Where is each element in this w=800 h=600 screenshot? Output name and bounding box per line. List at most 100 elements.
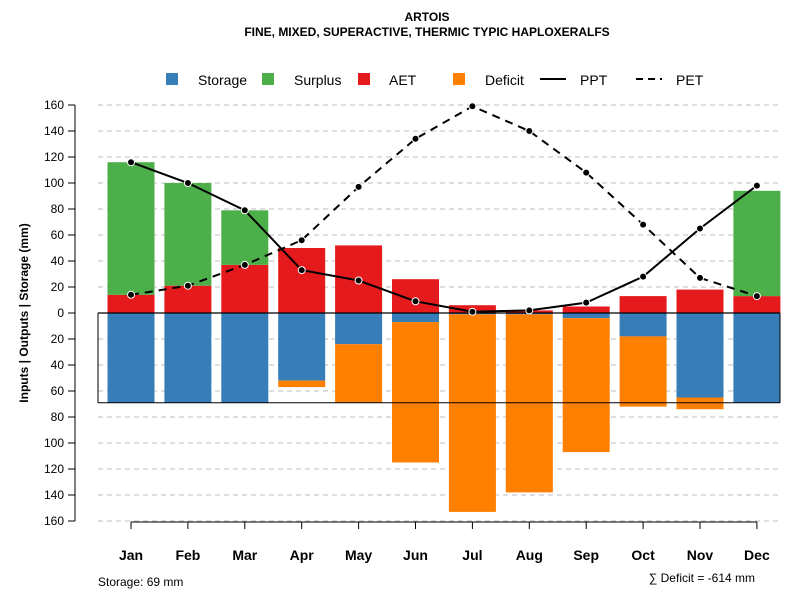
ppt-point	[183, 179, 192, 187]
aet-bar	[221, 264, 269, 313]
surplus-bar	[221, 210, 269, 265]
deficit-bar	[676, 397, 724, 410]
x-tick-label: Jun	[403, 547, 428, 563]
pet-point	[639, 220, 648, 229]
bars	[107, 162, 781, 512]
deficit-bar	[392, 322, 439, 463]
pet-point	[354, 182, 363, 191]
legend-swatch-aet	[358, 73, 370, 85]
legend-label-pet: PET	[676, 72, 704, 88]
y-axis-label: Inputs | Outputs | Storage (mm)	[17, 223, 31, 402]
y-tick-label: 120	[44, 150, 64, 164]
x-tick-label: Aug	[516, 547, 543, 563]
storage-bar	[676, 313, 724, 398]
ppt-point	[240, 206, 249, 215]
y-tick-label: 160	[44, 98, 64, 112]
x-tick-label: Jul	[462, 547, 482, 563]
legend-label-storage: Storage	[198, 72, 247, 88]
aet-bar	[619, 296, 667, 313]
ppt-point	[354, 276, 363, 285]
legend-swatch-deficit	[453, 73, 465, 85]
x-tick-label: Dec	[744, 547, 770, 563]
x-tick-label: May	[345, 547, 372, 563]
storage-bar	[164, 313, 212, 403]
deficit-bar	[562, 318, 610, 453]
legend-label-aet: AET	[389, 72, 417, 88]
y-tick-label: 20	[51, 280, 65, 294]
storage-bar	[335, 313, 383, 345]
aet-bar	[164, 285, 212, 313]
pet-point	[468, 102, 477, 111]
x-tick-label: Jan	[119, 547, 143, 563]
ppt-line	[130, 161, 758, 313]
aet-bar	[562, 306, 610, 313]
x-tick-label: Apr	[290, 547, 315, 563]
pet-line	[130, 105, 758, 298]
x-tick-label: Sep	[573, 547, 599, 563]
y-tick-label: 160	[44, 514, 64, 528]
storage-bar	[733, 313, 781, 403]
y-tick-label: 20	[51, 332, 65, 346]
pet-point	[297, 236, 306, 245]
y-tick-label: 140	[44, 124, 64, 138]
pet-point	[127, 290, 135, 299]
y-tick-label: 80	[51, 202, 65, 216]
ppt-point	[525, 306, 534, 315]
footnote-deficit: ∑ Deficit = -614 mm	[649, 571, 755, 585]
pet-point	[752, 292, 761, 301]
x-tick-label: Mar	[232, 547, 257, 563]
ppt-point	[297, 266, 306, 275]
x-tick-label: Nov	[687, 547, 714, 563]
storage-bar	[221, 313, 269, 403]
footnote-storage: Storage: 69 mm	[98, 575, 183, 589]
y-tick-label: 120	[44, 462, 64, 476]
aet-bar	[733, 296, 781, 313]
axes: 160 140 120 100 80 60 40 20 0 20 40 60 80 100 120 140 16…	[44, 98, 770, 563]
y-tick-label: 80	[51, 410, 65, 424]
surplus-bar	[107, 162, 155, 295]
y-tick-label: 60	[51, 384, 65, 398]
deficit-bar	[505, 314, 553, 493]
pet-point	[411, 134, 420, 143]
legend-label-surplus: Surplus	[294, 72, 341, 88]
ppt-point	[696, 224, 704, 233]
legend-label-ppt: PPT	[580, 72, 608, 88]
ppt-point	[639, 272, 648, 281]
ppt-point	[411, 297, 420, 306]
ppt-point	[582, 298, 591, 307]
storage-bar	[619, 313, 667, 337]
y-tick-label: 0	[57, 306, 64, 320]
y-tick-label: 140	[44, 488, 64, 502]
deficit-bar	[278, 380, 326, 388]
legend: Storage Surplus AET Deficit PPT PET	[166, 72, 704, 88]
chart-title: ARTOIS	[404, 10, 449, 24]
ppt-point	[127, 158, 135, 167]
pet-point	[582, 168, 591, 177]
surplus-bar	[164, 183, 212, 286]
legend-swatch-storage	[166, 73, 178, 85]
storage-bar	[107, 313, 155, 403]
storage-bar	[278, 313, 326, 381]
y-tick-label: 40	[51, 254, 65, 268]
y-tick-label: 100	[44, 176, 64, 190]
y-tick-label: 100	[44, 436, 64, 450]
y-tick-label: 60	[51, 228, 65, 242]
deficit-bar	[335, 344, 383, 403]
storage-bar	[562, 313, 610, 319]
ppt-point	[752, 181, 761, 190]
storage-bar	[392, 313, 439, 323]
pet-point	[696, 273, 704, 282]
legend-label-deficit: Deficit	[485, 72, 524, 88]
ppt-point	[468, 307, 477, 316]
x-tick-label: Feb	[175, 547, 200, 563]
aet-bar	[107, 294, 155, 313]
surplus-bar	[733, 190, 781, 297]
lines	[97, 105, 781, 404]
deficit-bar	[619, 336, 667, 407]
pet-point	[525, 127, 534, 135]
pet-point	[183, 281, 192, 290]
legend-swatch-surplus	[262, 73, 274, 85]
aet-bar	[676, 289, 724, 313]
chart-subtitle: FINE, MIXED, SUPERACTIVE, THERMIC TYPIC …	[244, 25, 609, 39]
